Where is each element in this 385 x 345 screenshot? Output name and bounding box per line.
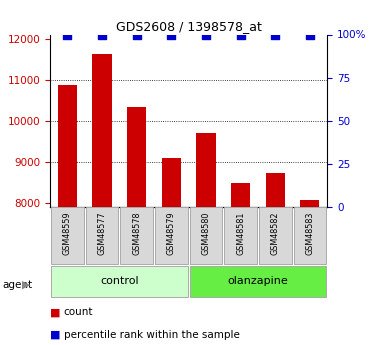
Text: GSM48578: GSM48578 bbox=[132, 211, 141, 255]
Bar bbox=[58, 85, 77, 207]
Bar bbox=[86, 207, 118, 264]
Bar bbox=[162, 158, 181, 207]
Text: GSM48579: GSM48579 bbox=[167, 211, 176, 255]
Text: ■: ■ bbox=[50, 307, 60, 317]
Text: ▶: ▶ bbox=[22, 280, 31, 289]
Point bbox=[99, 32, 105, 37]
Text: GSM48577: GSM48577 bbox=[97, 211, 107, 255]
Point bbox=[238, 32, 244, 37]
Point bbox=[134, 32, 140, 37]
Text: GSM48583: GSM48583 bbox=[305, 211, 315, 255]
Bar bbox=[51, 207, 84, 264]
Point bbox=[307, 32, 313, 37]
Text: ■: ■ bbox=[50, 330, 60, 339]
Bar bbox=[92, 54, 112, 207]
Bar bbox=[231, 183, 250, 207]
Text: olanzapine: olanzapine bbox=[228, 276, 288, 286]
Text: GSM48582: GSM48582 bbox=[271, 211, 280, 255]
Bar bbox=[300, 200, 320, 207]
Bar bbox=[51, 266, 187, 297]
Text: GSM48559: GSM48559 bbox=[63, 211, 72, 255]
Bar bbox=[190, 207, 222, 264]
Bar bbox=[259, 207, 291, 264]
Bar bbox=[266, 173, 285, 207]
Point bbox=[168, 32, 174, 37]
Point bbox=[203, 32, 209, 37]
Bar bbox=[127, 107, 146, 207]
Bar bbox=[155, 207, 187, 264]
Bar bbox=[121, 207, 153, 264]
Bar bbox=[190, 266, 326, 297]
Bar bbox=[294, 207, 326, 264]
Text: count: count bbox=[64, 307, 93, 317]
Text: GSM48581: GSM48581 bbox=[236, 211, 245, 255]
Text: control: control bbox=[100, 276, 139, 286]
Bar bbox=[224, 207, 257, 264]
Text: GSM48580: GSM48580 bbox=[201, 211, 211, 255]
Bar bbox=[196, 134, 216, 207]
Text: agent: agent bbox=[2, 280, 32, 289]
Title: GDS2608 / 1398578_at: GDS2608 / 1398578_at bbox=[116, 20, 261, 33]
Point bbox=[64, 32, 70, 37]
Point bbox=[272, 32, 278, 37]
Text: percentile rank within the sample: percentile rank within the sample bbox=[64, 330, 239, 339]
